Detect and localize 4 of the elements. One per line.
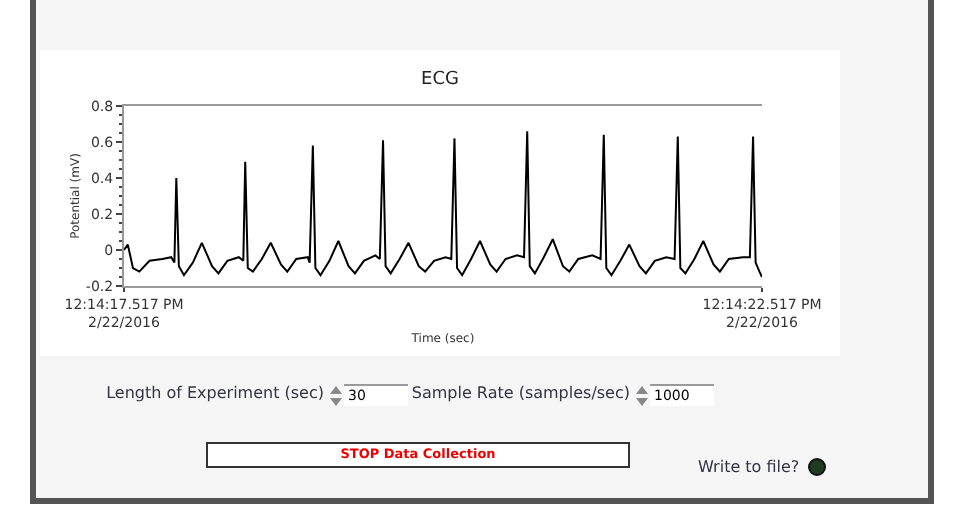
text: Length of Experiment (sec) <box>106 384 324 402</box>
chart-title: ECG <box>421 70 459 91</box>
text: Write to file? <box>698 458 800 476</box>
text: Sample Rate (samples/sec) <box>411 384 630 402</box>
